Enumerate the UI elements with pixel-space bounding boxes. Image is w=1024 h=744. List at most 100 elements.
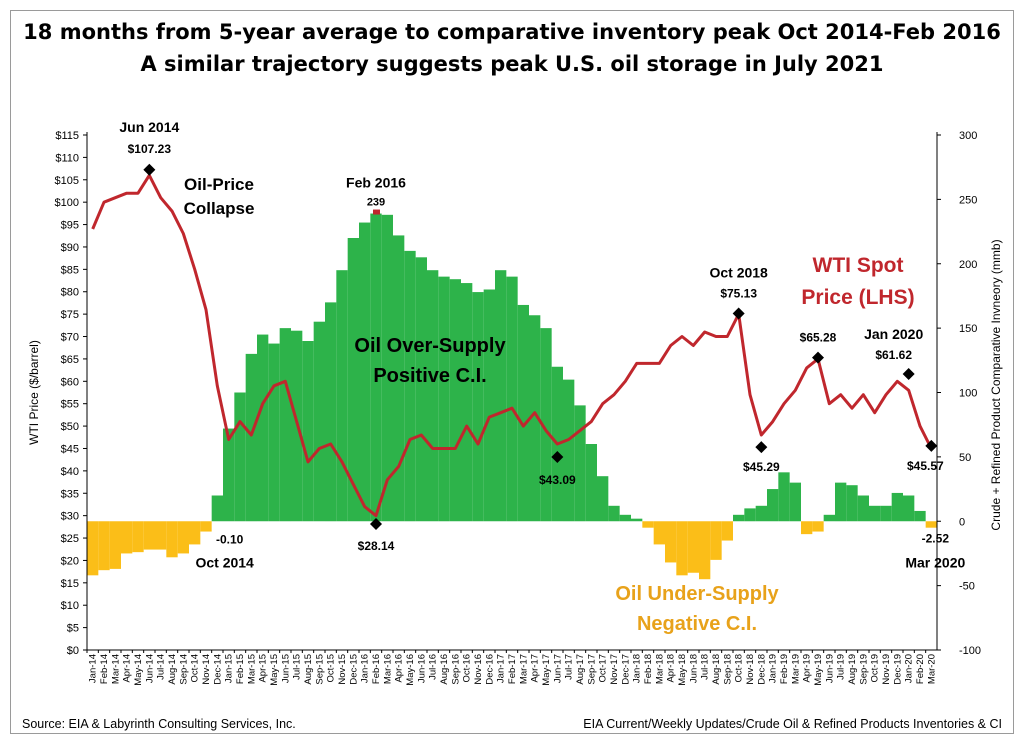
x-tick-label: Aug-15 — [303, 654, 314, 685]
x-tick-label: Mar-14 — [110, 654, 121, 684]
left-tick-label: $20 — [61, 555, 79, 567]
marker-jun-2017 — [551, 451, 564, 464]
left-tick-label: $50 — [61, 421, 79, 433]
marker-mar-2020-price — [925, 439, 938, 452]
left-tick-label: $85 — [61, 264, 79, 276]
inventory-bar — [155, 521, 167, 550]
inventory-bar — [563, 379, 575, 522]
marker-jun-2014 — [143, 163, 156, 176]
inventory-bar — [483, 289, 495, 522]
x-tick-label: May-19 — [813, 654, 824, 686]
x-tick-label: Oct-14 — [190, 654, 201, 683]
value-jan-2020: $61.62 — [875, 348, 912, 362]
x-tick-label: Nov-18 — [745, 654, 756, 685]
right-tick-label: -100 — [959, 645, 981, 657]
inventory-bar — [846, 485, 858, 522]
inventory-bar — [427, 270, 439, 522]
label-jun-2014: Jun 2014 — [119, 119, 179, 135]
inventory-bar — [245, 353, 257, 522]
inventory-bars — [87, 213, 937, 580]
x-tick-label: Feb-20 — [915, 654, 926, 684]
inventory-bar — [925, 521, 937, 528]
label-mar-2020: Mar 2020 — [905, 554, 965, 570]
data-path-note: EIA Current/Weekly Updates/Crude Oil & R… — [583, 717, 1002, 731]
label-jan-2020: Jan 2020 — [864, 326, 923, 342]
inventory-bar — [279, 328, 291, 522]
x-tick-label: Feb-15 — [235, 654, 246, 684]
value-feb-2016-bar: 239 — [367, 197, 385, 209]
value-may-2019: $65.28 — [800, 331, 837, 345]
left-tick-label: $95 — [61, 220, 79, 232]
left-tick-label: $40 — [61, 466, 79, 478]
x-tick-label: Jun-18 — [688, 654, 699, 683]
axes: $0 $5 $10 $15 $20 $25 $30 $35 $40 $45 $50 $55 $60 $65… — [27, 130, 1003, 686]
x-tick-label: Feb-16 — [371, 654, 382, 684]
x-tick-label: Dec-14 — [212, 654, 223, 685]
marker-dec-2018 — [755, 441, 768, 454]
x-tick-label: Feb-19 — [779, 654, 790, 684]
x-tick-label: Apr-17 — [530, 654, 541, 683]
inventory-bar — [98, 521, 110, 571]
left-tick-label: $110 — [55, 152, 79, 164]
inventory-bar — [653, 521, 665, 545]
left-tick-label: $0 — [67, 645, 79, 657]
x-tick-label: Mar-18 — [654, 654, 665, 684]
value-jun-2017: $43.09 — [539, 473, 576, 487]
left-tick-label: $15 — [61, 578, 79, 590]
inventory-bar — [619, 514, 631, 522]
x-tick-label: Jan-14 — [88, 654, 99, 683]
under-supply-label: Negative C.I. — [637, 613, 757, 635]
x-tick-label: Aug-16 — [439, 654, 450, 685]
inventory-bar — [880, 505, 892, 522]
wti-series-label: Price (LHS) — [801, 286, 914, 309]
x-tick-label: Dec-18 — [756, 654, 767, 685]
annotations: Jun 2014 $107.23 $28.14 Feb 2016 239 $43.09 Oc… — [119, 119, 965, 635]
x-tick-label: Feb-18 — [643, 654, 654, 684]
x-tick-label: Sep-15 — [314, 654, 325, 685]
x-tick-label: Mar-17 — [518, 654, 529, 684]
x-tick-label: Oct-15 — [326, 654, 337, 683]
inventory-bar — [699, 521, 711, 580]
x-tick-label: Jun-16 — [416, 654, 427, 683]
inventory-bar — [336, 270, 348, 522]
x-tick-label: Mar-15 — [246, 654, 257, 684]
left-tick-label: $80 — [61, 287, 79, 299]
x-tick-label: Aug-14 — [167, 654, 178, 685]
x-tick-label: Apr-19 — [802, 654, 813, 683]
inventory-bar — [574, 405, 586, 522]
left-tick-label: $60 — [61, 376, 79, 388]
right-tick-label: -50 — [959, 581, 975, 593]
right-tick-label: 300 — [959, 130, 977, 142]
inventory-bar — [461, 283, 473, 522]
x-tick-label: May-14 — [133, 654, 144, 686]
left-tick-label: $75 — [61, 309, 79, 321]
x-tick-label: Sep-16 — [450, 654, 461, 685]
x-tick-label: Feb-14 — [99, 654, 110, 684]
x-tick-label: Jun-14 — [144, 654, 155, 683]
inventory-bar — [687, 521, 699, 573]
x-tick-label: Jun-15 — [280, 654, 291, 683]
chart-frame — [10, 10, 1014, 734]
right-tick-label: 0 — [959, 516, 965, 528]
value-mar-2020-bar: -2.52 — [922, 531, 950, 545]
inventory-bar — [914, 510, 926, 522]
inventory-bar — [109, 521, 121, 569]
y-axis-right-title: Crude + Refined Product Comparative Invn… — [989, 239, 1003, 530]
label-oct-2014: Oct 2014 — [195, 554, 254, 570]
inventory-bar — [472, 292, 484, 522]
left-tick-label: $25 — [61, 533, 79, 545]
x-tick-label: May-18 — [677, 654, 688, 686]
x-tick-label: Jul-18 — [700, 654, 711, 680]
x-tick-label: Jan-15 — [224, 654, 235, 683]
inventory-bar — [665, 521, 677, 563]
x-tick-label: Jan-18 — [632, 654, 643, 683]
inventory-bar — [642, 521, 654, 528]
chart-subtitle: A similar trajectory suggests peak U.S. … — [140, 52, 884, 76]
inventory-bar — [744, 508, 756, 522]
inventory-bar — [268, 343, 280, 522]
inventory-bar — [891, 492, 903, 522]
x-tick-label: Mar-16 — [382, 654, 393, 684]
x-tick-label: Sep-14 — [178, 654, 189, 685]
inventory-bar — [755, 505, 767, 522]
